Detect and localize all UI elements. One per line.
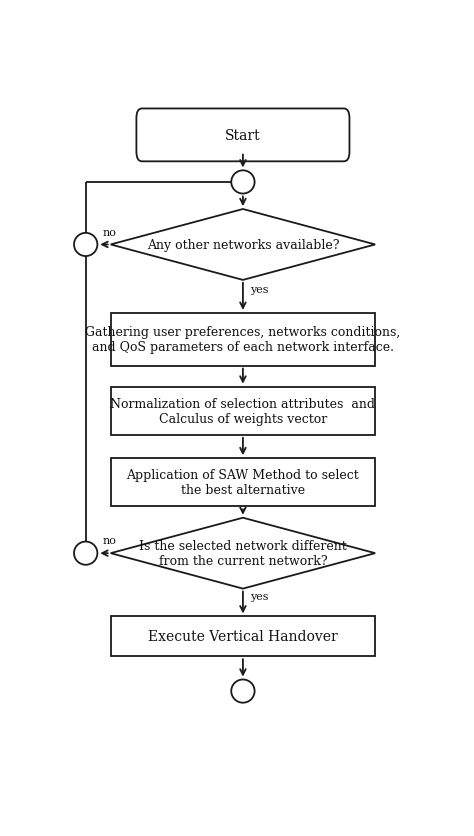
Text: Normalization of selection attributes  and
Calculus of weights vector: Normalization of selection attributes an… bbox=[110, 397, 375, 426]
Bar bbox=[110, 459, 375, 507]
Polygon shape bbox=[110, 518, 375, 589]
FancyBboxPatch shape bbox=[137, 110, 349, 162]
Bar bbox=[110, 387, 375, 436]
Text: Any other networks available?: Any other networks available? bbox=[146, 238, 339, 252]
Ellipse shape bbox=[231, 171, 255, 194]
Text: Execute Vertical Handover: Execute Vertical Handover bbox=[148, 630, 338, 644]
Text: Gathering user preferences, networks conditions,
and QoS parameters of each netw: Gathering user preferences, networks con… bbox=[85, 326, 401, 354]
Polygon shape bbox=[110, 210, 375, 281]
Text: yes: yes bbox=[250, 284, 269, 294]
Text: no: no bbox=[103, 227, 117, 237]
Ellipse shape bbox=[74, 542, 97, 565]
Text: Application of SAW Method to select
the best alternative: Application of SAW Method to select the … bbox=[127, 469, 359, 497]
Ellipse shape bbox=[74, 233, 97, 257]
Text: no: no bbox=[103, 536, 117, 546]
Text: Start: Start bbox=[225, 129, 261, 143]
Text: yes: yes bbox=[250, 591, 269, 601]
Bar bbox=[110, 314, 375, 366]
Bar bbox=[110, 617, 375, 656]
Text: Is the selected network different
from the current network?: Is the selected network different from t… bbox=[139, 539, 347, 568]
Ellipse shape bbox=[231, 680, 255, 703]
